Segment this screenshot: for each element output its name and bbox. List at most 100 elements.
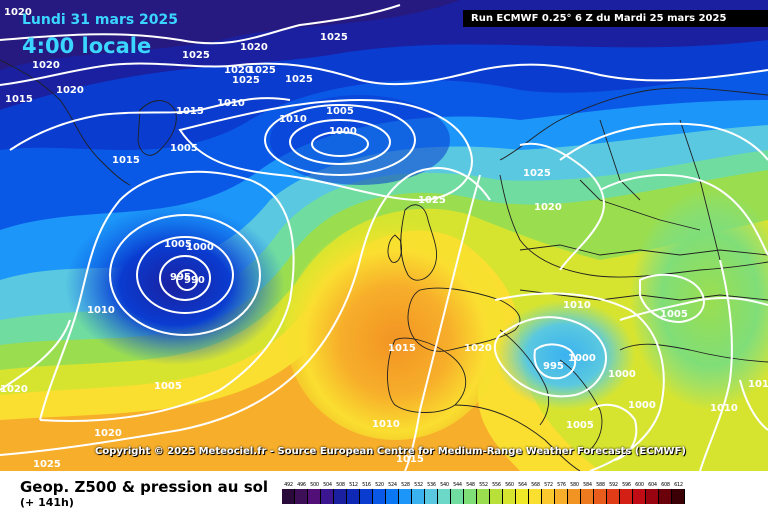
legend-color-swatch	[464, 489, 477, 504]
legend-tick-label: 496	[297, 482, 306, 488]
legend-step: 524	[386, 481, 399, 504]
svg-text:1000: 1000	[608, 369, 636, 380]
legend-step: 576	[555, 481, 568, 504]
color-scale-legend: 492 496 500 504 508 512 516 520 524 528 532 536 540 5…	[282, 481, 685, 504]
svg-text:1010: 1010	[217, 98, 245, 109]
legend-step: 500	[308, 481, 321, 504]
legend-color-swatch	[308, 489, 321, 504]
svg-text:1015: 1015	[748, 379, 768, 390]
legend-color-swatch	[542, 489, 555, 504]
legend-color-swatch	[412, 489, 425, 504]
legend-tick-label: 544	[453, 482, 462, 488]
legend-step: 568	[529, 481, 542, 504]
legend-tick-label: 540	[440, 482, 449, 488]
svg-text:1010: 1010	[710, 403, 738, 414]
legend-color-swatch	[490, 489, 503, 504]
legend-step: 520	[373, 481, 386, 504]
svg-text:1020: 1020	[4, 7, 32, 18]
legend-step: 536	[425, 481, 438, 504]
legend-tick-label: 612	[674, 482, 683, 488]
copyright-notice: Copyright © 2025 Meteociel.fr - Source E…	[95, 446, 686, 457]
legend-step: 560	[503, 481, 516, 504]
svg-text:990: 990	[184, 275, 205, 286]
legend-color-swatch	[438, 489, 451, 504]
legend-color-swatch	[386, 489, 399, 504]
legend-step: 496	[295, 481, 308, 504]
legend-step: 528	[399, 481, 412, 504]
legend-tick-label: 596	[622, 482, 631, 488]
legend-color-swatch	[360, 489, 373, 504]
svg-text:1015: 1015	[176, 106, 204, 117]
legend-color-swatch	[594, 489, 607, 504]
svg-text:1015: 1015	[396, 454, 424, 465]
legend-step: 532	[412, 481, 425, 504]
legend-color-swatch	[620, 489, 633, 504]
forecast-time: 4:00 locale	[22, 34, 152, 58]
svg-text:1020: 1020	[32, 60, 60, 71]
svg-text:1020: 1020	[534, 202, 562, 213]
legend-tick-label: 584	[583, 482, 592, 488]
legend-color-swatch	[529, 489, 542, 504]
legend-tick-label: 520	[375, 482, 384, 488]
legend-color-swatch	[581, 489, 594, 504]
legend-color-swatch	[516, 489, 529, 504]
svg-text:1015: 1015	[388, 343, 416, 354]
legend-step: 516	[360, 481, 373, 504]
legend-tick-label: 600	[635, 482, 644, 488]
svg-text:1000: 1000	[329, 126, 357, 137]
svg-text:995: 995	[543, 361, 564, 372]
legend-tick-label: 524	[388, 482, 397, 488]
svg-text:1005: 1005	[660, 309, 688, 320]
svg-text:1025: 1025	[182, 50, 210, 61]
legend-color-swatch	[633, 489, 646, 504]
legend-tick-label: 580	[570, 482, 579, 488]
legend-color-swatch	[321, 489, 334, 504]
svg-text:1020: 1020	[0, 384, 28, 395]
svg-text:1010: 1010	[563, 300, 591, 311]
forecast-lead-time: (+ 141h)	[20, 496, 74, 509]
legend-tick-label: 508	[336, 482, 345, 488]
svg-text:1020: 1020	[94, 428, 122, 439]
legend-step: 592	[607, 481, 620, 504]
legend-color-swatch	[373, 489, 386, 504]
legend-step: 604	[646, 481, 659, 504]
legend-tick-label: 536	[427, 482, 436, 488]
legend-step: 612	[672, 481, 685, 504]
svg-text:1010: 1010	[372, 419, 400, 430]
legend-color-swatch	[425, 489, 438, 504]
svg-text:1025: 1025	[418, 195, 446, 206]
legend-tick-label: 552	[479, 482, 488, 488]
svg-text:1005: 1005	[566, 420, 594, 431]
legend-tick-label: 588	[596, 482, 605, 488]
svg-text:1005: 1005	[170, 143, 198, 154]
legend-step: 584	[581, 481, 594, 504]
legend-color-swatch	[659, 489, 672, 504]
legend-tick-label: 500	[310, 482, 319, 488]
svg-text:995: 995	[170, 272, 191, 283]
legend-tick-label: 564	[518, 482, 527, 488]
svg-text:1020: 1020	[224, 65, 252, 76]
legend-color-swatch	[503, 489, 516, 504]
svg-text:1005: 1005	[154, 381, 182, 392]
weather-map: 1020 1025 1020 1025 1020 1025 1025 1025 …	[0, 0, 768, 471]
legend-step: 564	[516, 481, 529, 504]
svg-text:1015: 1015	[5, 94, 33, 105]
svg-text:1025: 1025	[523, 168, 551, 179]
svg-text:1010: 1010	[87, 305, 115, 316]
legend-color-swatch	[555, 489, 568, 504]
legend-step: 552	[477, 481, 490, 504]
svg-text:1020: 1020	[56, 85, 84, 96]
legend-tick-label: 556	[492, 482, 501, 488]
svg-text:1005: 1005	[326, 106, 354, 117]
legend-color-swatch	[646, 489, 659, 504]
svg-text:1025: 1025	[248, 65, 276, 76]
legend-color-swatch	[568, 489, 581, 504]
svg-text:1010: 1010	[279, 114, 307, 125]
legend-tick-label: 568	[531, 482, 540, 488]
pressure-labels: 1020 1025 1020 1025 1020 1025 1025 1025 …	[0, 7, 768, 470]
legend-tick-label: 504	[323, 482, 332, 488]
legend-tick-label: 604	[648, 482, 657, 488]
legend-color-swatch	[477, 489, 490, 504]
legend-color-swatch	[334, 489, 347, 504]
legend-step: 556	[490, 481, 503, 504]
